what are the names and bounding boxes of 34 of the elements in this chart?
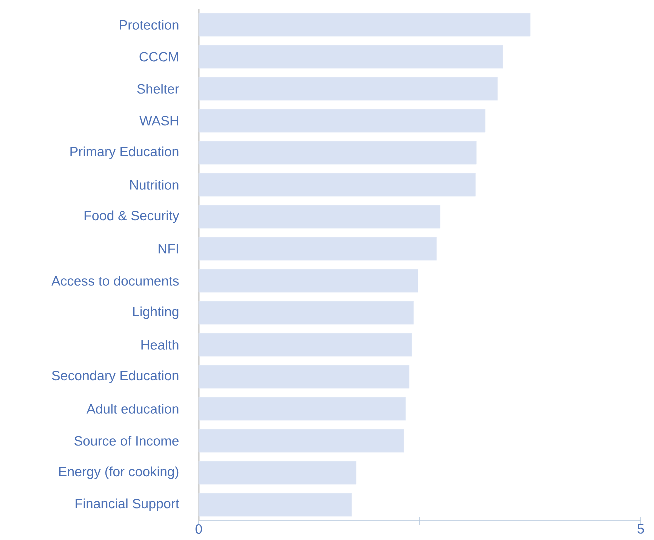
x-tick-label: 0 (196, 524, 202, 534)
y-tick-label: Lighting (133, 306, 179, 320)
bar (198, 205, 441, 229)
bar (198, 365, 410, 389)
bar (198, 141, 477, 165)
bar (198, 77, 498, 101)
bar (198, 493, 352, 517)
bar (198, 269, 418, 293)
y-tick-label: Primary Education (70, 146, 179, 160)
bar (198, 461, 357, 485)
bar (198, 397, 406, 421)
bar (198, 173, 476, 197)
bar (198, 237, 437, 261)
y-tick-label: Energy (for cooking) (59, 466, 179, 480)
y-tick-label: Health (142, 340, 179, 350)
y-tick-label: Food & Security (84, 210, 180, 224)
y-tick-label: Access to documents (52, 276, 179, 286)
y-tick-label: Adult education (86, 404, 179, 414)
y-tick-label: Source of Income (74, 436, 179, 446)
bar (198, 45, 504, 69)
bar (198, 333, 412, 357)
y-tick-label: Protection (120, 20, 179, 30)
y-tick-label: Nutrition (130, 180, 179, 190)
x-tick-label: 5 (638, 524, 644, 534)
bar (198, 109, 486, 133)
y-tick-label: Financial Support (76, 498, 180, 512)
y-tick-label: CCCM (140, 52, 178, 62)
y-tick-label: Secondary Education (52, 370, 179, 384)
bar (198, 429, 404, 453)
bar (198, 13, 531, 37)
y-tick-label: Shelter (137, 84, 180, 94)
y-tick-label: WASH (140, 116, 178, 126)
y-tick-label: NFI (158, 244, 178, 254)
bar (198, 301, 414, 325)
